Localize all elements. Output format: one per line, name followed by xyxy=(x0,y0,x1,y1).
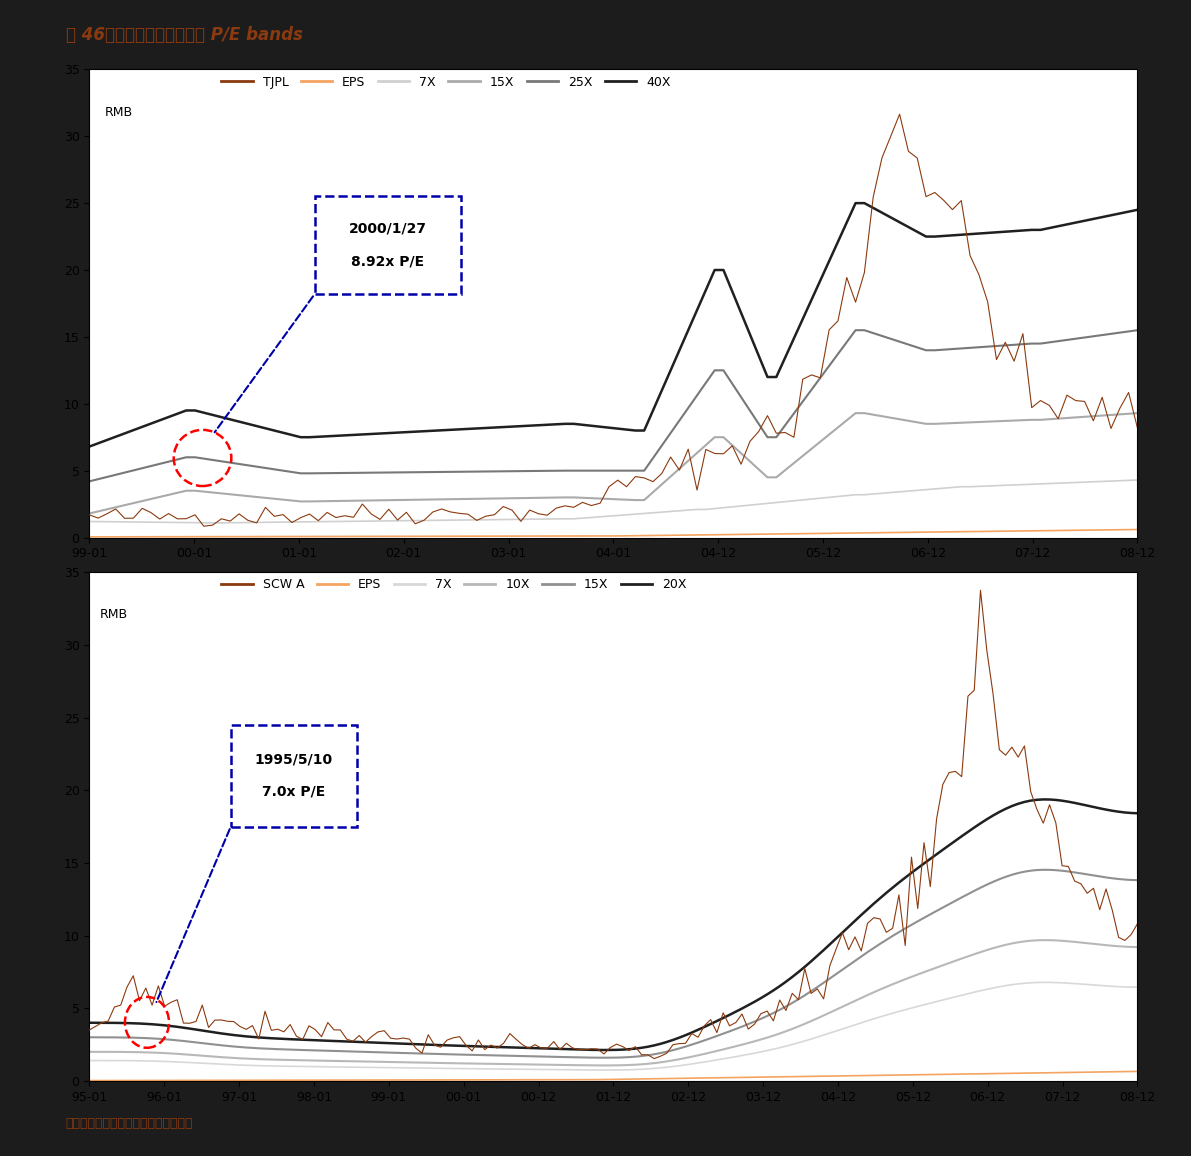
Bar xyxy=(231,725,356,827)
Text: RMB: RMB xyxy=(100,608,127,621)
Text: 1995/5/10

7.0x P/E: 1995/5/10 7.0x P/E xyxy=(255,753,332,799)
Text: RMB: RMB xyxy=(105,106,133,119)
Text: 图 46（续）：港口上市公司 P/E bands: 图 46（续）：港口上市公司 P/E bands xyxy=(66,27,303,44)
Text: 资料来源：彭博资讯，中金公司研究部: 资料来源：彭博资讯，中金公司研究部 xyxy=(66,1117,193,1131)
Bar xyxy=(314,195,461,294)
Text: 2000/1/27

8.92x P/E: 2000/1/27 8.92x P/E xyxy=(349,222,428,268)
Legend: TJPL, EPS, 7X, 15X, 25X, 40X: TJPL, EPS, 7X, 15X, 25X, 40X xyxy=(222,75,671,89)
Legend: SCW A, EPS, 7X, 10X, 15X, 20X: SCW A, EPS, 7X, 10X, 15X, 20X xyxy=(222,578,686,592)
